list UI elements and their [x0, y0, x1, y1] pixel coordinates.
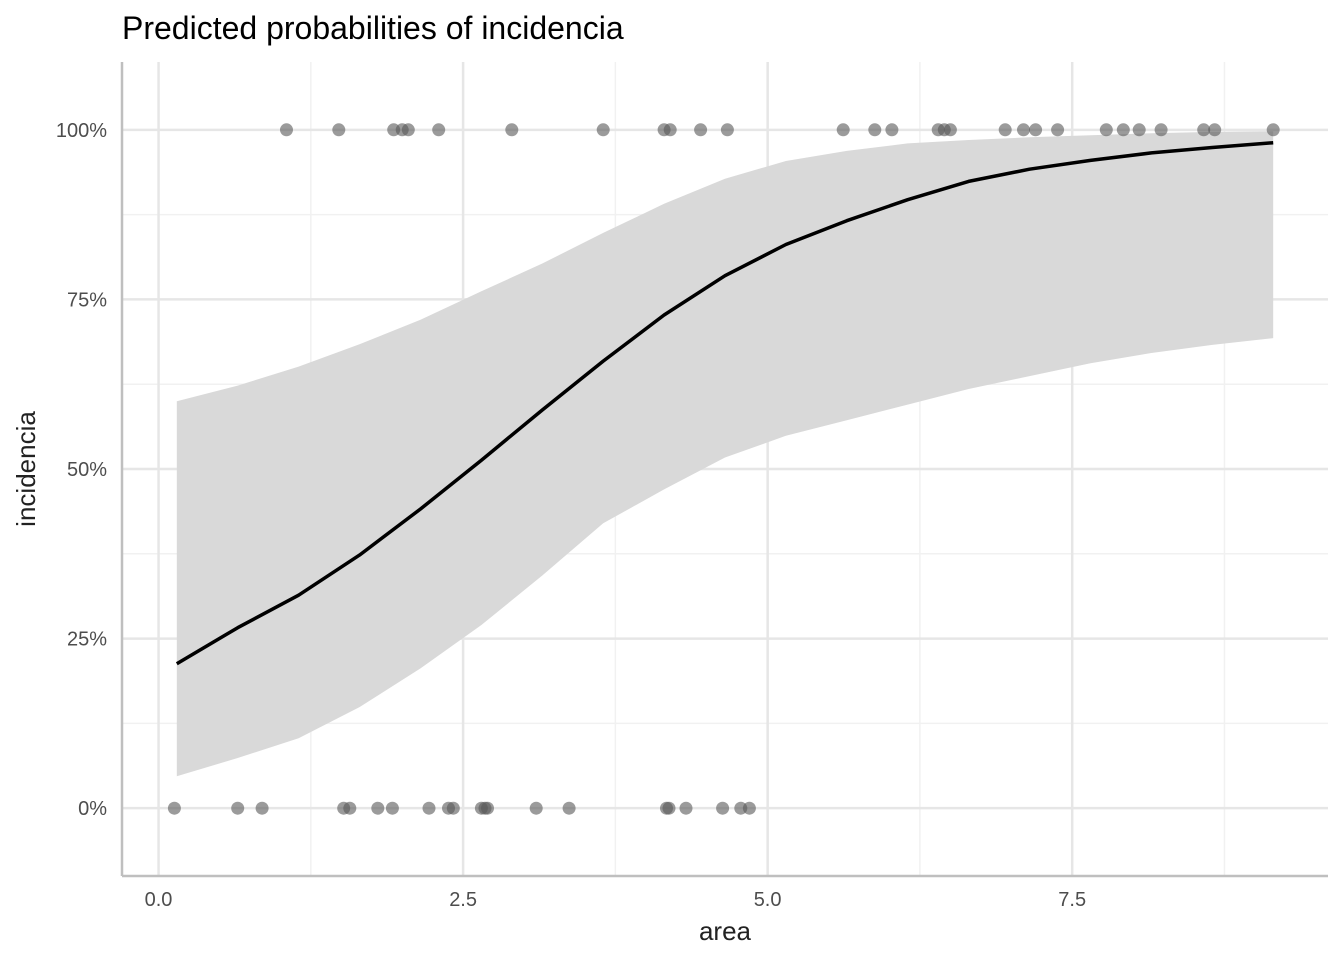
x-tick-label: 2.5: [449, 889, 477, 911]
axes: [120, 62, 1328, 878]
y-tick-label: 75%: [67, 289, 107, 311]
y-tick-label: 50%: [67, 459, 107, 481]
observation-point: [885, 123, 899, 137]
observation-point: [1197, 123, 1211, 137]
observation-point: [1099, 123, 1113, 137]
observation-point: [868, 123, 882, 137]
observation-point: [1029, 123, 1043, 137]
observation-point: [401, 123, 415, 137]
y-tick-label: 100%: [56, 120, 107, 142]
y-tick-label: 25%: [67, 629, 107, 651]
observation-point: [332, 123, 346, 137]
x-axis-label: area: [699, 916, 752, 946]
observation-point: [167, 801, 181, 815]
observation-point: [505, 123, 519, 137]
x-tick-labels: 0.0 2.5 5.0 7.5: [145, 889, 1087, 911]
observation-point: [422, 801, 436, 815]
observation-points: [167, 123, 1280, 815]
prediction-line-layer: [175, 140, 1274, 666]
x-tick-label: 0.0: [145, 889, 173, 911]
observation-point: [1154, 123, 1168, 137]
observation-point: [679, 801, 693, 815]
observation-point: [529, 801, 543, 815]
x-tick-label: 5.0: [754, 889, 782, 911]
confidence-band: [176, 131, 1274, 777]
observation-point: [662, 801, 676, 815]
observation-point: [694, 123, 708, 137]
x-tick-label: 7.5: [1058, 889, 1086, 911]
observation-point: [1017, 123, 1030, 137]
observation-point: [1132, 123, 1146, 137]
observation-point: [663, 123, 677, 137]
observation-point: [255, 801, 269, 815]
observation-point: [742, 801, 756, 815]
observation-point: [943, 123, 957, 137]
observation-point: [720, 123, 734, 137]
observation-point: [280, 123, 293, 137]
observation-point: [231, 801, 245, 815]
observation-point: [1208, 123, 1222, 137]
y-tick-label: 0%: [78, 798, 107, 820]
observation-point: [343, 801, 357, 815]
observation-point: [998, 123, 1012, 137]
chart-title: Predicted probabilities of incidencia: [122, 10, 624, 46]
observation-point: [481, 801, 494, 815]
observation-point: [1266, 123, 1280, 137]
observation-point: [1116, 123, 1130, 137]
observation-point: [1051, 123, 1065, 137]
y-axis-label: incidencia: [11, 411, 41, 527]
confidence-band-layer: [176, 131, 1274, 777]
y-tick-labels: 0% 25% 50% 75% 100%: [56, 120, 107, 820]
prediction-line: [175, 140, 1274, 666]
observation-point: [836, 123, 850, 137]
observation-point: [432, 123, 446, 137]
observation-point: [716, 801, 730, 815]
observation-point: [371, 801, 385, 815]
observation-point: [596, 123, 610, 137]
observation-point: [385, 801, 399, 815]
observation-point: [446, 801, 460, 815]
observation-point: [562, 801, 576, 815]
